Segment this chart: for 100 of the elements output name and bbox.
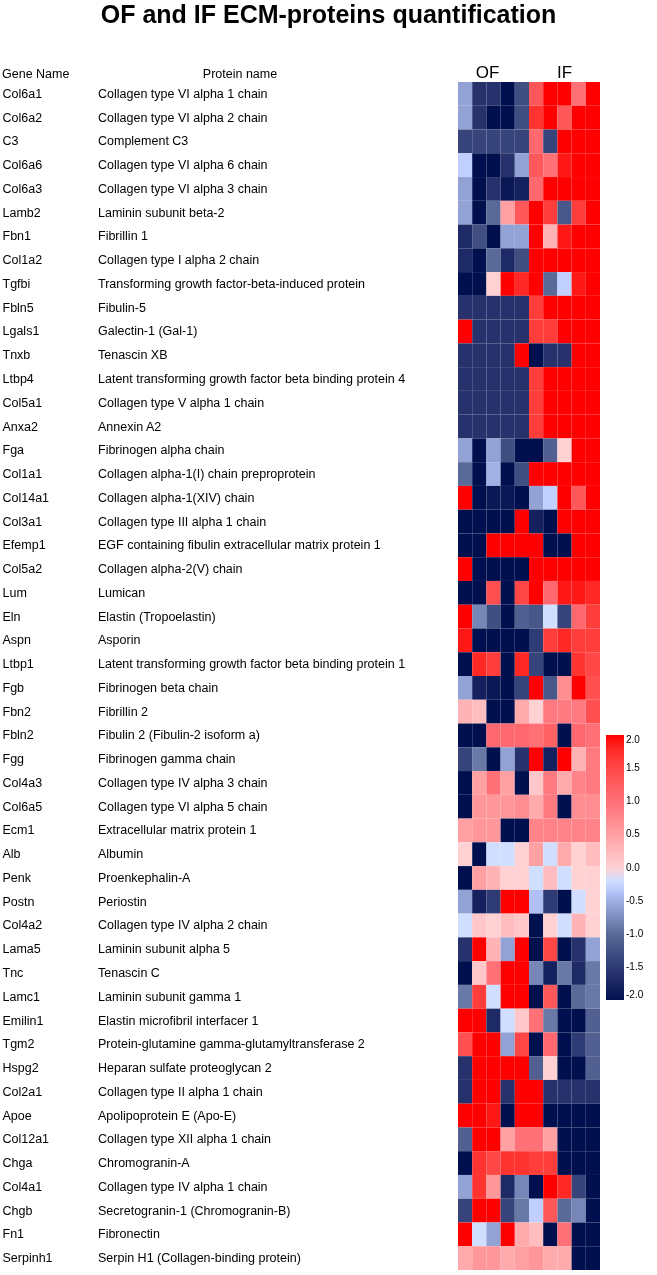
y2-tick-label: Collagen type VI alpha 6 chain (98, 158, 268, 173)
y2-tick-label: Fibrinogen gamma chain (98, 752, 236, 767)
y2-tick-label: Collagen type I alpha 2 chain (98, 253, 260, 268)
y-tick-label: Emilin1 (2, 1013, 44, 1028)
y2-tick-label: Collagen type V alpha 1 chain (98, 395, 265, 410)
y-tick-label: Col5a2 (2, 562, 43, 577)
y2-tick-label: Apolipoprotein E (Apo-E) (98, 1108, 237, 1123)
chart-title: OF and IF ECM-proteins quantification (100, 0, 557, 28)
y2-tick-label: EGF containing fibulin extracellular matrix protein 1 (98, 538, 381, 553)
y-tick-label: Fga (2, 443, 25, 458)
y2-tick-label: Tenascin XB (98, 348, 168, 363)
y-tick-label: Col14a1 (2, 490, 50, 505)
y-tick-label: Col1a1 (2, 467, 43, 482)
y2-tick-label: Collagen alpha-1(XIV) chain (98, 490, 255, 505)
color-bar-label: 0.0 (626, 861, 641, 873)
y-tick-label: Apoe (2, 1108, 32, 1123)
y2-tick-label: Collagen type II alpha 1 chain (98, 1084, 263, 1099)
y-tick-label: Penk (2, 870, 32, 885)
y-tick-label: Alb (2, 847, 21, 862)
y-tick-label: Col1a2 (2, 253, 43, 268)
y2-tick-label: Lumican (98, 585, 146, 600)
y-tick-label: Serpinh1 (2, 1251, 53, 1266)
y2-tick-label: Collagen alpha-2(V) chain (98, 562, 243, 577)
y2-tick-label: Laminin subunit alpha 5 (98, 942, 231, 957)
y-tick-label: Lama5 (2, 942, 41, 957)
y2-tick-label: Latent transforming growth factor beta binding protein 1 (98, 657, 406, 672)
y-tick-label: Fbln2 (2, 728, 34, 743)
y-tick-label: Col12a1 (2, 1132, 50, 1147)
y-tick-label: Fbln5 (2, 300, 34, 315)
y-tick-label: Tgm2 (2, 1037, 35, 1052)
y-tick-label: Lamb2 (2, 205, 41, 220)
y2-tick-label: Proenkephalin-A (98, 870, 192, 885)
y2-tick-label: Complement C3 (98, 134, 189, 149)
y-tick-label: Ecm1 (2, 823, 35, 838)
y2-tick-label: Collagen type VI alpha 2 chain (98, 110, 268, 125)
y2-tick-label: Periostin (98, 894, 147, 909)
y-tick-label: C3 (2, 134, 19, 149)
y-tick-label: Fn1 (2, 1227, 25, 1242)
y2-tick-label: Serpin H1 (Collagen-binding protein) (98, 1251, 301, 1266)
y2-tick-label: Collagen type VI alpha 3 chain (98, 181, 268, 196)
y-tick-label: Col6a5 (2, 799, 43, 814)
y2-tick-label: Chromogranin-A (98, 1156, 191, 1171)
y-tick-label: Tnc (2, 966, 24, 980)
y2-tick-label: Fibrinogen beta chain (98, 680, 219, 695)
y-tick-label: Col4a1 (2, 1179, 43, 1194)
y-tick-label: Hspg2 (2, 1061, 39, 1076)
y2-tick-label: Collagen type IV alpha 3 chain (98, 775, 268, 790)
color-bar-label: -2.0 (626, 989, 644, 1000)
y2-tick-label: Annexin A2 (98, 419, 162, 434)
annotation: IF (556, 63, 573, 82)
y-tick-label: Efemp1 (2, 538, 46, 553)
y2-tick-label: Elastin (Tropoelastin) (98, 609, 216, 624)
y-tick-label: Col3a1 (2, 514, 43, 529)
color-bar-label: 1.0 (626, 795, 641, 807)
color-bar-label: -1.5 (626, 960, 644, 972)
color-bar-label: -1.0 (626, 927, 644, 939)
y2-tick-label: Tenascin C (98, 966, 160, 980)
y2-tick-label: Collagen type IV alpha 2 chain (98, 918, 268, 933)
y-tick-label: Col2a1 (2, 1084, 43, 1099)
y2-tick-label: Galectin-1 (Gal-1) (98, 324, 198, 339)
color-bar-label: -0.5 (626, 894, 644, 906)
y2-tick-label: Protein-glutamine gamma-glutamyltransferase 2 (98, 1037, 365, 1052)
y2-tick-label: Laminin subunit gamma 1 (98, 989, 242, 1004)
y-tick-label: Lum (2, 585, 27, 600)
color-bar-label: 2.0 (626, 734, 641, 745)
y2-tick-label: Fibronectin (98, 1227, 160, 1242)
y-axis-title: Gene Name (2, 67, 70, 81)
y-tick-label: Ltbp4 (2, 372, 34, 386)
y2-tick-label: Collagen type IV alpha 1 chain (98, 1179, 268, 1194)
color-bar-label: 0.5 (626, 828, 641, 840)
y-tick-label: Lamc1 (2, 989, 41, 1004)
y-tick-label: Col4a3 (2, 775, 43, 790)
y2-tick-label: Fibulin-5 (98, 300, 146, 315)
y-tick-label: Tgfbi (2, 276, 31, 291)
y-tick-label: Chgb (2, 1203, 33, 1218)
y2-tick-label: Laminin subunit beta-2 (98, 205, 225, 220)
y2-tick-label: Secretogranin-1 (Chromogranin-B) (98, 1203, 291, 1218)
y2-tick-label: Fibrillin 1 (98, 229, 149, 244)
y2-tick-label: Albumin (98, 847, 144, 862)
y2-tick-label: Elastin microfibril interfacer 1 (98, 1013, 259, 1028)
y2-tick-label: Collagen type XII alpha 1 chain (98, 1132, 272, 1147)
y2-tick-label: Transforming growth factor-beta-induced protein (98, 276, 366, 291)
y-tick-label: Fgg (2, 752, 25, 767)
y2-tick-label: Extracellular matrix protein 1 (98, 823, 257, 838)
y2-tick-label: Collagen type VI alpha 5 chain (98, 799, 268, 814)
annotation: OF (475, 63, 500, 82)
y-tick-label: Col6a6 (2, 158, 43, 173)
y-tick-label: Fgb (2, 680, 25, 695)
y2-tick-label: Latent transforming growth factor beta binding protein 4 (98, 372, 406, 386)
y-tick-label: Col4a2 (2, 918, 43, 933)
y-tick-label: Anxa2 (2, 419, 38, 434)
y2-tick-label: Heparan sulfate proteoglycan 2 (98, 1061, 272, 1076)
y-tick-label: Lgals1 (2, 324, 40, 339)
y-tick-label: Ltbp1 (2, 657, 34, 672)
y-tick-label: Col5a1 (2, 395, 43, 410)
y-tick-label: Eln (2, 609, 21, 624)
y2-tick-label: Fibrillin 2 (98, 704, 149, 719)
y-tick-label: Chga (2, 1156, 33, 1171)
y2-tick-label: Collagen type VI alpha 1 chain (98, 86, 268, 101)
color-bar-label: 1.5 (626, 762, 641, 774)
